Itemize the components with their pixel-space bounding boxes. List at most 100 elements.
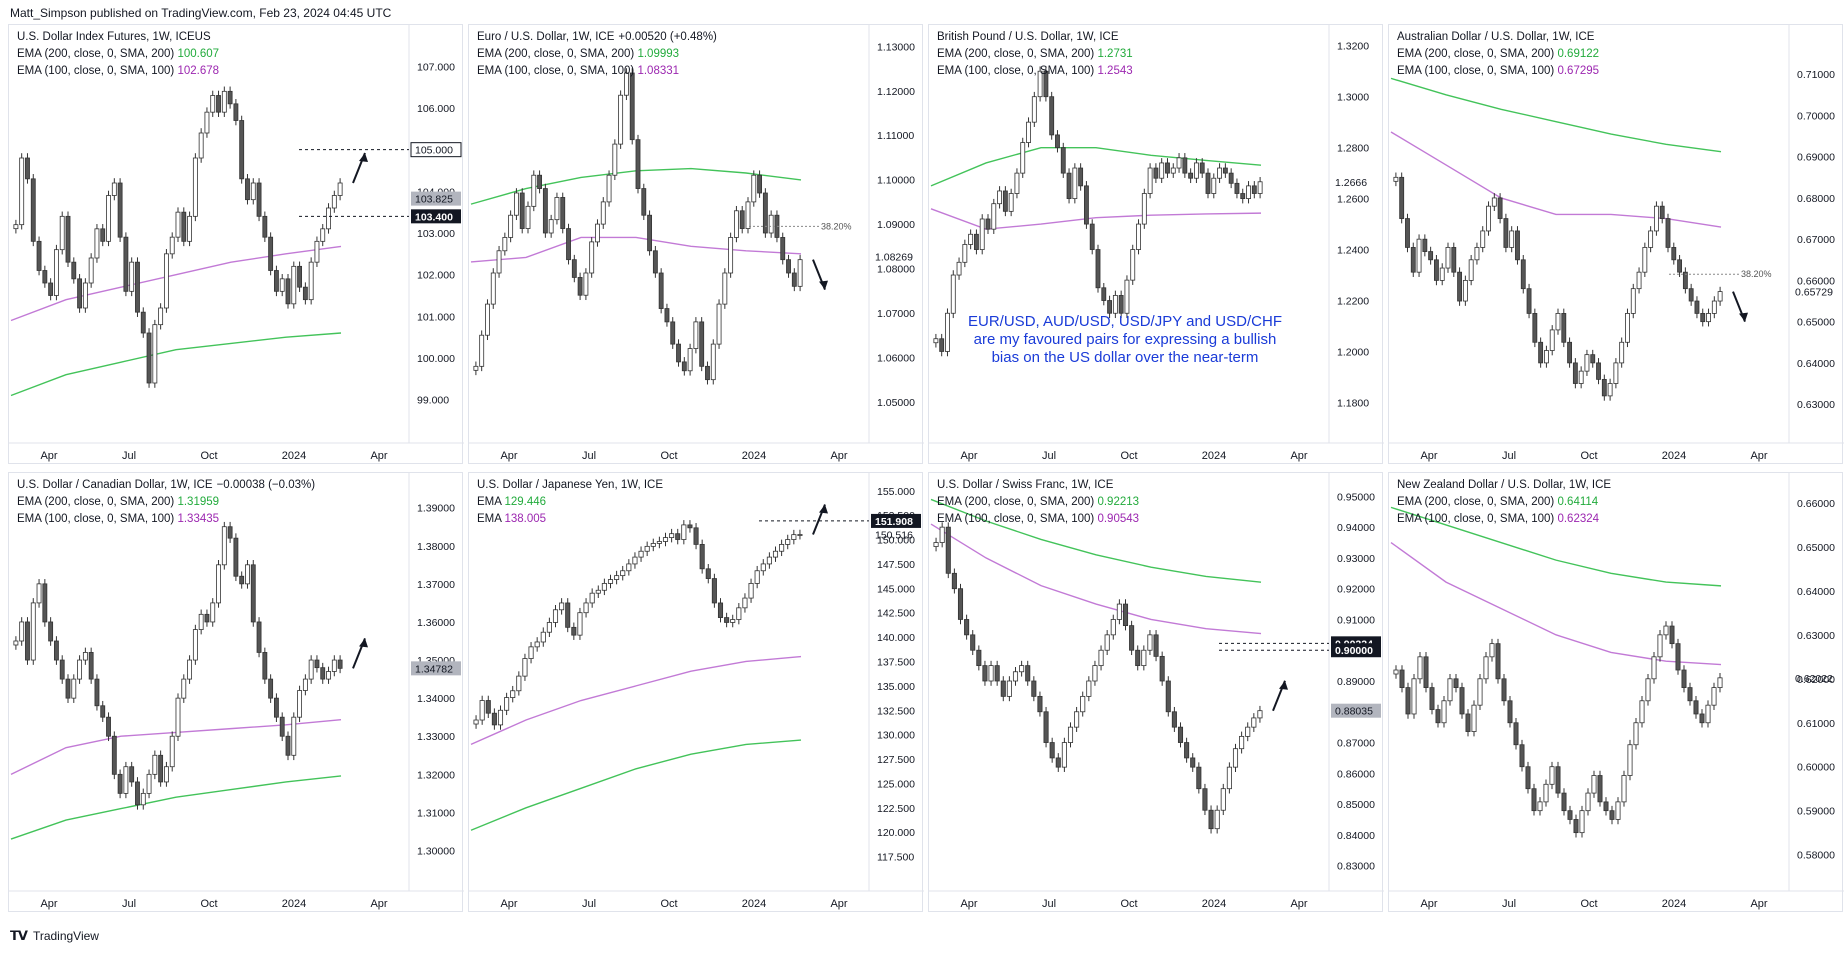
candle (233, 533, 239, 582)
candle (779, 539, 785, 557)
candle (699, 539, 705, 574)
candle (1177, 722, 1184, 748)
candle (65, 211, 71, 267)
candle (245, 174, 250, 205)
price-tag-label: 1.08269 (875, 252, 913, 264)
chart-legend: U.S. Dollar / Swiss Franc, 1W, ICE EMA (2… (937, 477, 1139, 528)
candle-body (1405, 687, 1411, 715)
candle-body (745, 201, 751, 229)
candle-body (163, 253, 169, 309)
time-tick-label: Apr (1750, 450, 1767, 462)
price-tick-label: 1.06000 (877, 352, 915, 364)
candle-body (1002, 190, 1008, 212)
chart-panel-6[interactable]: 155.000152.500150.000147.500145.000142.5… (468, 472, 924, 912)
candle-body (273, 697, 279, 718)
candle-body (681, 524, 687, 540)
candle (1468, 255, 1474, 286)
candle-body (513, 192, 519, 216)
candle (1459, 682, 1465, 719)
candle-body (516, 675, 522, 692)
candle (508, 210, 514, 243)
candle-body (473, 365, 479, 371)
candle-body (670, 321, 676, 345)
candle-body (1477, 678, 1483, 706)
candle-body (1519, 744, 1525, 768)
candle (227, 86, 233, 109)
time-tick-label: Apr (370, 450, 387, 462)
candle-body (479, 334, 485, 367)
candle-body (1633, 722, 1639, 746)
candle-body (1439, 267, 1445, 281)
candle (762, 188, 768, 238)
time-tick-label: Apr (500, 450, 517, 462)
chart-panel-1[interactable]: 107.000106.000105.000104.000103.000102.0… (8, 24, 464, 464)
candle-body (19, 157, 25, 226)
candle (100, 700, 106, 722)
price-tick-label: 1.11000 (877, 130, 914, 142)
candle-body (1639, 700, 1645, 724)
candle-body (1491, 197, 1497, 207)
time-tick-label: Apr (1290, 898, 1307, 910)
candle-body (1072, 167, 1078, 200)
candle (1171, 706, 1177, 732)
chart-panel-4[interactable]: 0.71000 0.70000 0.69000 0.68000 0.67000 0.660… (1388, 24, 1844, 464)
candle-body (676, 343, 681, 363)
candle-body (1675, 643, 1681, 671)
candle (1507, 695, 1513, 728)
candle-body (1245, 726, 1251, 737)
candle-body (1208, 809, 1214, 830)
candle-body (1520, 259, 1526, 290)
candle (1037, 691, 1043, 717)
candle-body (285, 278, 291, 305)
candle (71, 674, 77, 703)
candle (48, 278, 54, 301)
candle-body (716, 303, 722, 345)
chart-panel-3[interactable]: 1.3200 1.3000 1.2800 1.2600 1.2400 1.2200 1.20… (928, 24, 1384, 464)
price-tick-label: 140.000 (877, 632, 915, 644)
candle-body (1098, 649, 1104, 667)
candle (314, 236, 320, 267)
candle (198, 609, 204, 635)
chart-legend: U.S. Dollar / Canadian Dollar, 1W, ICE −0… (17, 477, 315, 528)
candle (1043, 706, 1049, 748)
candle (262, 647, 268, 684)
candle-body (88, 257, 94, 284)
chart-panel-7[interactable]: 0.95000 0.94000 0.93000 0.92000 0.91000 0.900… (928, 472, 1384, 912)
candle (1561, 308, 1567, 348)
candle (1651, 652, 1657, 684)
candle (1246, 181, 1251, 204)
candle (797, 529, 803, 540)
candle-body (786, 259, 791, 274)
chart-panel-5[interactable]: 1.39000 1.38000 1.37000 1.36000 1.35000 1.340… (8, 472, 464, 912)
candle (36, 236, 42, 276)
candle (502, 232, 508, 256)
candle (268, 674, 274, 703)
price-tick-label: 1.2800 (1337, 143, 1369, 155)
candle-body (473, 719, 479, 725)
candle-body (279, 278, 285, 292)
candle-body (1607, 383, 1613, 397)
candle-body (302, 678, 308, 691)
candle (1653, 201, 1659, 236)
chart-panel-2[interactable]: 1.13000 1.12000 1.11000 1.10000 1.09000 1.080… (468, 24, 924, 464)
price-tick-label: 117.500 (877, 852, 914, 864)
candle-body (626, 563, 632, 572)
candle-body (1020, 142, 1026, 174)
candle (606, 170, 612, 207)
candle-body (1642, 247, 1648, 273)
candle-body (262, 652, 268, 680)
candle (1480, 226, 1486, 253)
candle (933, 537, 939, 552)
candle-body (88, 652, 94, 680)
candle-body (644, 545, 650, 552)
candle (158, 303, 164, 330)
candle-body (612, 143, 618, 176)
analysis-annotation: EUR/USD, AUD/USD, USD/JPY and USD/CHF are… (965, 313, 1285, 367)
chart-panel-8[interactable]: 0.66000 0.65000 0.64000 0.63000 0.62000 0.610… (1388, 472, 1844, 912)
candle (988, 660, 994, 686)
candle-body (1199, 162, 1205, 174)
candle (1026, 117, 1031, 148)
candle (320, 224, 326, 247)
candle (1706, 308, 1711, 327)
chart-svg: 1.390001.380001.370001.360001.350001.340… (9, 473, 464, 910)
